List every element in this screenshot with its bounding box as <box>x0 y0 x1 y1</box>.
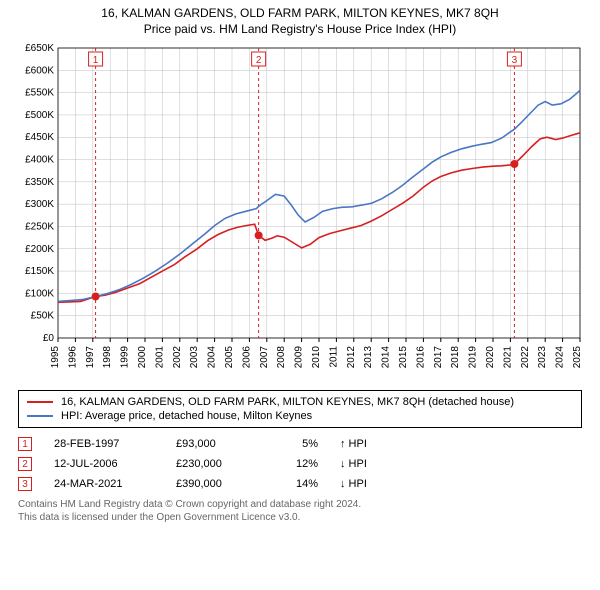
sale-row: 2 12-JUL-2006 £230,000 12% ↓ HPI <box>18 454 582 474</box>
svg-text:2018: 2018 <box>450 346 461 369</box>
svg-text:2008: 2008 <box>276 346 287 369</box>
legend-swatch <box>27 401 53 403</box>
sales-table: 1 28-FEB-1997 £93,000 5% ↑ HPI 2 12-JUL-2006 £2… <box>18 434 582 494</box>
svg-text:2001: 2001 <box>154 346 165 369</box>
svg-text:2019: 2019 <box>468 346 479 369</box>
svg-text:2005: 2005 <box>224 346 235 369</box>
sale-date: 24-MAR-2021 <box>54 478 154 490</box>
svg-text:2015: 2015 <box>398 346 409 369</box>
svg-text:2013: 2013 <box>363 346 374 369</box>
svg-text:2020: 2020 <box>485 346 496 369</box>
svg-text:3: 3 <box>512 55 518 66</box>
svg-text:£450K: £450K <box>25 132 54 143</box>
legend-item: 16, KALMAN GARDENS, OLD FARM PARK, MILTO… <box>27 395 573 409</box>
legend-swatch <box>27 415 53 417</box>
svg-text:2025: 2025 <box>572 346 583 369</box>
sale-price: £390,000 <box>176 478 256 490</box>
sale-hpi: ↓ HPI <box>340 478 367 490</box>
sale-price: £93,000 <box>176 438 256 450</box>
legend-label: 16, KALMAN GARDENS, OLD FARM PARK, MILTO… <box>61 396 514 408</box>
svg-text:£250K: £250K <box>25 221 54 232</box>
sale-hpi: ↑ HPI <box>340 438 367 450</box>
svg-text:£0: £0 <box>43 333 55 344</box>
svg-text:2017: 2017 <box>433 346 444 369</box>
sale-marker: 3 <box>18 477 32 491</box>
sale-marker: 2 <box>18 457 32 471</box>
chart-subtitle: Price paid vs. HM Land Registry's House … <box>0 20 600 42</box>
sale-row: 3 24-MAR-2021 £390,000 14% ↓ HPI <box>18 474 582 494</box>
svg-text:2002: 2002 <box>172 346 183 369</box>
svg-text:1995: 1995 <box>50 346 61 369</box>
svg-text:2014: 2014 <box>381 346 392 369</box>
svg-text:£650K: £650K <box>25 43 54 54</box>
chart-area: £0 £50K £100K £150K £200K £250K £300K £350K £400… <box>10 42 590 382</box>
credits-line1: Contains HM Land Registry data © Crown c… <box>18 498 582 511</box>
svg-text:£150K: £150K <box>25 266 54 277</box>
svg-text:2009: 2009 <box>294 346 305 369</box>
sale-date: 28-FEB-1997 <box>54 438 154 450</box>
sale-date: 12-JUL-2006 <box>54 458 154 470</box>
svg-text:£600K: £600K <box>25 65 54 76</box>
sale-row: 1 28-FEB-1997 £93,000 5% ↑ HPI <box>18 434 582 454</box>
svg-text:1998: 1998 <box>102 346 113 369</box>
svg-text:2000: 2000 <box>137 346 148 369</box>
svg-text:2021: 2021 <box>502 346 513 369</box>
svg-text:£400K: £400K <box>25 155 54 166</box>
svg-text:£350K: £350K <box>25 177 54 188</box>
legend-label: HPI: Average price, detached house, Milt… <box>61 410 312 422</box>
svg-text:2006: 2006 <box>241 346 252 369</box>
svg-text:£300K: £300K <box>25 199 54 210</box>
svg-text:2012: 2012 <box>346 346 357 369</box>
svg-text:1: 1 <box>93 55 99 66</box>
sale-marker: 1 <box>18 437 32 451</box>
sale-pct: 14% <box>278 478 318 490</box>
svg-text:2023: 2023 <box>537 346 548 369</box>
sale-price: £230,000 <box>176 458 256 470</box>
svg-text:2010: 2010 <box>311 346 322 369</box>
svg-text:1997: 1997 <box>85 346 96 369</box>
chart-title: 16, KALMAN GARDENS, OLD FARM PARK, MILTO… <box>0 0 600 20</box>
svg-text:1996: 1996 <box>67 346 78 369</box>
svg-text:2022: 2022 <box>520 346 531 369</box>
svg-text:2024: 2024 <box>555 346 566 369</box>
svg-text:2016: 2016 <box>415 346 426 369</box>
legend-item: HPI: Average price, detached house, Milt… <box>27 409 573 423</box>
credits-line2: This data is licensed under the Open Gov… <box>18 511 582 524</box>
legend-box: 16, KALMAN GARDENS, OLD FARM PARK, MILTO… <box>18 390 582 428</box>
sale-pct: 12% <box>278 458 318 470</box>
svg-text:1999: 1999 <box>120 346 131 369</box>
svg-text:£50K: £50K <box>31 311 55 322</box>
svg-text:2011: 2011 <box>328 346 339 368</box>
svg-text:2: 2 <box>256 55 262 66</box>
credits: Contains HM Land Registry data © Crown c… <box>18 498 582 524</box>
sale-hpi: ↓ HPI <box>340 458 367 470</box>
svg-text:2007: 2007 <box>259 346 270 369</box>
svg-text:£200K: £200K <box>25 244 54 255</box>
sale-pct: 5% <box>278 438 318 450</box>
svg-text:£100K: £100K <box>25 288 54 299</box>
svg-text:£550K: £550K <box>25 88 54 99</box>
svg-text:2003: 2003 <box>189 346 200 369</box>
svg-text:£500K: £500K <box>25 110 54 121</box>
svg-text:2004: 2004 <box>207 346 218 369</box>
chart-svg: £0 £50K £100K £150K £200K £250K £300K £350K £400… <box>10 42 590 382</box>
